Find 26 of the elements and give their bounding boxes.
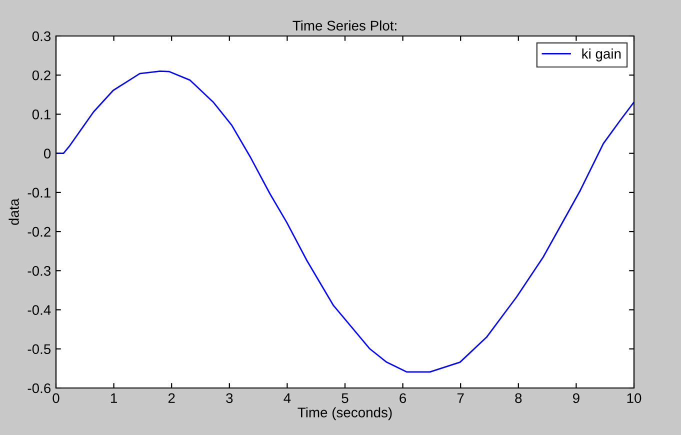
legend-label: ki gain [582,48,621,62]
y-tick-label: -0.4 [28,305,51,315]
x-tick-label: 2 [168,393,175,403]
x-tick-label: 5 [342,393,348,404]
y-axis-title: data [8,198,19,225]
x-tick-label: 3 [226,393,233,404]
x-tick-label: 9 [572,393,580,404]
x-tick-label: 10 [627,393,642,404]
x-tick-label: 4 [284,393,291,403]
y-tick-label: 0.3 [32,31,51,42]
y-tick-label: -0.5 [28,344,51,354]
y-tick-label: 0 [44,148,51,159]
chart-title: Time Series Plot: [292,20,396,31]
y-tick-label: -0.3 [28,266,51,276]
x-tick-label: 7 [457,393,464,403]
x-tick-label: 1 [110,393,117,403]
x-tick-label: 6 [400,393,406,404]
y-tick-label: -0.6 [28,383,51,394]
y-tick-label: -0.2 [28,226,50,237]
x-tick-label: 8 [515,393,522,404]
line-series [56,70,634,373]
x-tick-label: 0 [52,393,60,404]
y-tick-label: 0.2 [32,70,50,80]
y-tick-label: 0.1 [32,110,50,120]
y-tick-label: -0.1 [28,188,50,198]
x-axis-title: Time (seconds) [298,407,392,420]
